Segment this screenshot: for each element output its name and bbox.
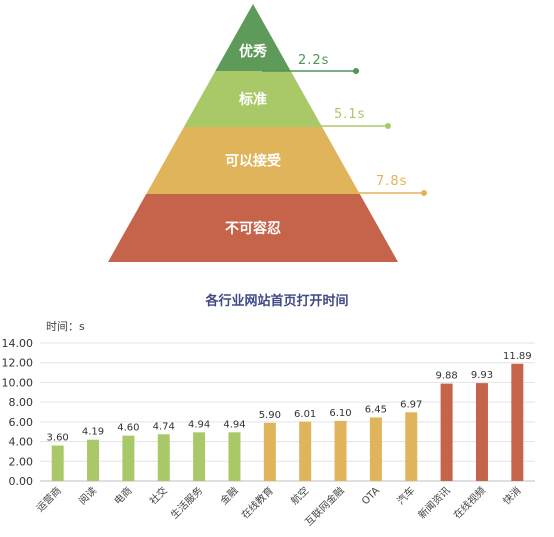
data-label: 6.97: [400, 399, 422, 410]
x-tick-label: 在线视频: [451, 484, 488, 521]
data-label: 6.01: [294, 409, 316, 420]
x-tick-label: 汽车: [394, 484, 417, 507]
chart-title: 各行业网站首页打开时间: [204, 293, 348, 309]
x-tick-label: 快消: [500, 484, 523, 507]
bar-8: [299, 421, 312, 481]
y-tick-label: 14.00: [2, 337, 34, 350]
y-tick-label: 10.00: [2, 376, 34, 389]
pyramid-tier-label: 优秀: [239, 43, 268, 60]
bar-7: [263, 422, 276, 481]
x-tick-label: 在线教育: [238, 484, 275, 521]
x-tick-label: 生活服务: [168, 484, 205, 521]
bar-11: [405, 412, 418, 481]
bar-1: [51, 445, 64, 481]
bar-3: [122, 435, 135, 481]
x-tick-label: OTA: [360, 485, 382, 507]
pyramid-tier-standard: [183, 71, 323, 127]
data-label: 4.60: [117, 423, 139, 434]
data-label: 6.45: [365, 404, 387, 415]
data-label: 4.19: [82, 427, 104, 438]
data-label: 11.89: [503, 351, 532, 362]
y-tick-label: 8.00: [9, 396, 34, 409]
x-tick-label: 阅读: [76, 484, 99, 507]
bar-10: [369, 417, 382, 481]
data-label: 6.10: [329, 408, 351, 419]
bar-5: [193, 432, 206, 481]
threshold-dot: [385, 123, 391, 129]
data-label: 4.94: [223, 419, 245, 430]
bar-2: [87, 439, 100, 481]
threshold-dot: [421, 190, 427, 196]
x-tick-label: 航空: [288, 484, 311, 507]
bar-13: [475, 383, 488, 481]
bar-4: [157, 434, 170, 481]
threshold-label: 2.2s: [298, 53, 329, 68]
x-tick-label: 电商: [111, 484, 134, 507]
pyramid-tier-excellent: [215, 4, 291, 71]
threshold-dot: [353, 68, 359, 74]
bar-6: [228, 432, 241, 481]
data-label: 4.74: [153, 421, 175, 432]
pyramid-tier-label: 可以接受: [225, 153, 281, 170]
y-tick-label: 4.00: [9, 436, 34, 449]
data-label: 9.88: [435, 371, 457, 382]
data-label: 9.93: [471, 370, 493, 381]
data-label: 5.90: [259, 410, 281, 421]
pyramid-tier-acceptable: [146, 127, 360, 194]
threshold-label: 7.8s: [376, 174, 407, 189]
y-tick-label: 12.00: [2, 357, 34, 370]
y-axis-unit-label: 时间：s: [46, 320, 85, 333]
bar-14: [511, 363, 524, 481]
pyramid-tier-intolerable: [108, 194, 398, 262]
pyramid-tier-label: 不可容忍: [225, 220, 281, 237]
y-tick-label: 2.00: [9, 455, 34, 468]
bar-12: [440, 383, 453, 481]
pyramid-tier-label: 标准: [238, 91, 267, 108]
bar-9: [334, 420, 347, 481]
x-tick-label: 金融: [217, 484, 240, 507]
x-tick-label: 新闻资讯: [415, 484, 452, 521]
threshold-label: 5.1s: [334, 107, 365, 122]
data-label: 4.94: [188, 419, 210, 430]
x-tick-label: 运营商: [33, 484, 63, 514]
data-label: 3.60: [47, 433, 69, 444]
y-tick-label: 6.00: [9, 416, 34, 429]
y-tick-label: 0.00: [9, 475, 34, 488]
x-tick-label: 社交: [147, 484, 170, 507]
